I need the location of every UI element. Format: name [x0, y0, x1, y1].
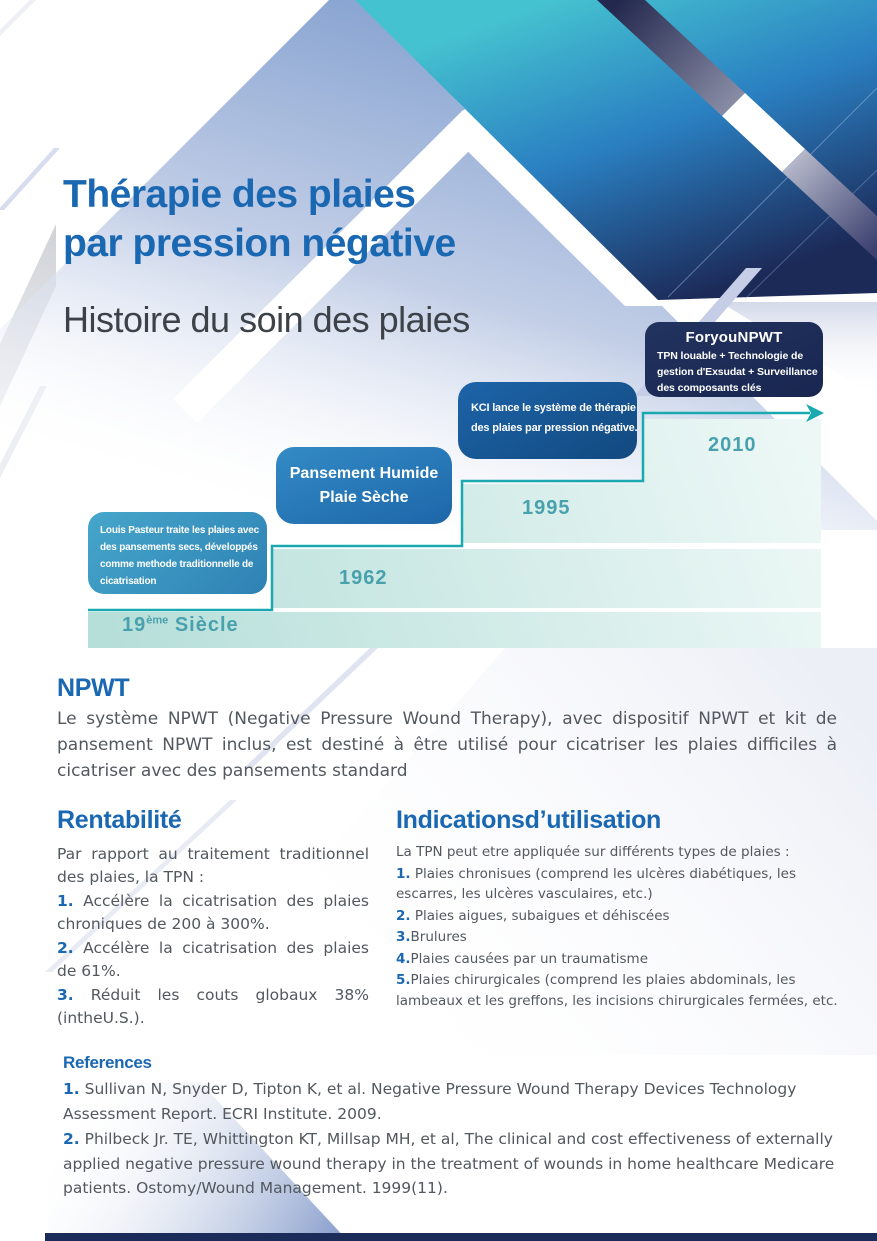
timeline-label-1995: 1995: [522, 497, 571, 519]
item-number: 2.: [63, 1130, 80, 1148]
page-subtitle: Histoire du soin des plaies: [63, 299, 470, 340]
item-text: Plaies chronisues (comprend les ulcères …: [396, 865, 796, 903]
page-title-line1: Thérapie des plaies: [63, 173, 416, 216]
list-item: 1. Plaies chronisues (comprend les ulcèr…: [396, 864, 840, 905]
callout-foryou-line: des composants clés: [657, 382, 762, 394]
timeline-label-1962: 1962: [339, 567, 388, 589]
item-text: Réduit les couts globaux 38% (intheU.S.)…: [57, 986, 369, 1027]
dark-stripe-white-gap: [722, 93, 805, 172]
callout-foryou-line: TPN louable + Technologie de: [657, 350, 804, 362]
rentabilite-intro: Par rapport au traitement traditionnel d…: [57, 845, 369, 886]
item-text: Philbeck Jr. TE, Whittington KT, Millsap…: [63, 1130, 835, 1197]
item-text: Accélère la cicatrisation des plaies de …: [57, 939, 369, 980]
item-text: Sullivan N, Snyder D, Tipton K, et al. N…: [63, 1080, 797, 1123]
item-number: 3.: [57, 986, 74, 1004]
npwt-heading: NPWT: [57, 674, 130, 702]
callout-foryou-line: gestion d'Exsudat + Surveillance: [657, 366, 818, 378]
indications-heading: Indicationsd’utilisation: [396, 806, 662, 834]
callout-pasteur-line: cicatrisation: [100, 576, 157, 587]
dark-stripe-lower: [782, 149, 877, 260]
callout-pansement: Pansement Humide Plaie Sèche: [276, 447, 452, 524]
callout-pasteur-line: Louis Pasteur traite les plaies avec: [100, 525, 259, 536]
timeline-label-2010: 2010: [708, 434, 757, 456]
left-stripe-gray: [0, 224, 56, 406]
item-number: 1.: [57, 892, 74, 910]
list-item: 2. Accélère la cicatrisation des plaies …: [57, 937, 369, 983]
references-heading: References: [63, 1053, 152, 1072]
indications-body: La TPN peut etre appliquée sur différent…: [396, 842, 840, 1011]
item-text: Plaies chirurgicales (comprend les plaie…: [396, 972, 838, 1009]
top-left-hairline: [0, 0, 36, 36]
dark-stripe-upper: [597, 0, 745, 116]
item-text: Accélère la cicatrisation des plaies chr…: [57, 892, 369, 933]
list-item: 2. Plaies aigues, subaigues et déhiscées: [396, 906, 840, 927]
rentabilite-heading: Rentabilité: [57, 806, 182, 834]
item-number: 1.: [396, 865, 411, 882]
references-body: 1. Sullivan N, Snyder D, Tipton K, et al…: [63, 1076, 838, 1201]
item-number: 2.: [396, 907, 411, 924]
callout-pasteur-line: des pansements secs, développés: [100, 542, 258, 553]
timeline-arrow-icon: [806, 404, 824, 422]
callout-kci: KCI lance le système de thérapie des pla…: [458, 382, 638, 459]
item-number: 2.: [57, 939, 74, 957]
item-number: 4.: [396, 950, 411, 967]
list-item: 3.Brulures: [396, 927, 840, 948]
timeline-label-19th-century: 19ème Siècle: [122, 614, 239, 637]
item-text: Plaies aigues, subaigues et déhiscées: [410, 907, 670, 924]
callout-pansement-line: Pansement Humide: [289, 464, 439, 482]
callout-kci-line: des plaies par pression négative.: [471, 422, 638, 434]
hairline-2: [744, 169, 877, 300]
item-number: 3.: [396, 929, 411, 945]
callout-pansement-line: Plaie Sèche: [319, 488, 409, 506]
item-number: 5.: [396, 972, 411, 988]
item-text: Brulures: [410, 929, 467, 945]
era-rest: Siècle: [168, 614, 239, 636]
left-stripe-thin: [0, 148, 60, 210]
page-title-line2: par pression négative: [63, 222, 456, 265]
era-base: 19: [122, 614, 147, 636]
indications-intro: La TPN peut etre appliquée sur différent…: [396, 844, 790, 860]
era-sup: ème: [146, 614, 169, 627]
reference-item: 1. Sullivan N, Snyder D, Tipton K, et al…: [63, 1077, 838, 1126]
item-number: 1.: [63, 1080, 80, 1098]
npwt-paragraph: Le système NPWT (Negative Pressure Wound…: [57, 709, 837, 781]
list-item: 4.Plaies causées par un traumatisme: [396, 949, 840, 970]
callout-pasteur-line: comme methode traditionnelle de: [100, 559, 254, 570]
callout-pasteur: Louis Pasteur traite les plaies avec des…: [88, 512, 267, 594]
callout-kci-line: KCI lance le système de thérapie: [471, 402, 636, 414]
callout-foryou-title: ForyouNPWT: [685, 329, 783, 346]
item-text: Plaies causées par un traumatisme: [410, 950, 649, 967]
list-item: 3. Réduit les couts globaux 38% (intheU.…: [57, 984, 369, 1030]
footer-bar: [45, 1233, 877, 1241]
list-item: 1. Accélère la cicatrisation des plaies …: [57, 890, 369, 936]
rentabilite-body: Par rapport au traitement traditionnel d…: [57, 843, 369, 1030]
white-stripe-right: [445, 107, 664, 306]
callout-foryou: ForyouNPWT TPN louable + Technologie de …: [645, 322, 823, 397]
hairline-1: [667, 87, 877, 298]
list-item: 5.Plaies chirurgicales (comprend les pla…: [396, 970, 840, 1011]
page-title: Thérapie des plaies par pression négativ…: [63, 170, 456, 268]
reference-item: 2. Philbeck Jr. TE, Whittington KT, Mill…: [63, 1127, 838, 1201]
left-stripe-faint: [0, 386, 47, 478]
